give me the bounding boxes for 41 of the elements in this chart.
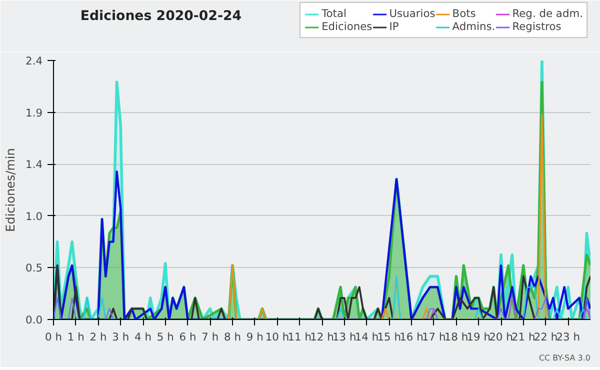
chart-title: Ediciones 2020-02-24 bbox=[80, 8, 242, 24]
y-tick-label: 0.0 bbox=[26, 314, 43, 326]
x-tick-label: 9 h bbox=[246, 330, 264, 344]
legend-label: Bots bbox=[452, 7, 476, 20]
legend-label: Admins. bbox=[452, 20, 496, 33]
legend-label: Reg. de adm. bbox=[512, 7, 583, 20]
x-tick-label: 3 h bbox=[112, 330, 130, 344]
x-tick-label: 13 h bbox=[332, 330, 356, 344]
x-tick-label: 6 h bbox=[179, 330, 196, 344]
x-tick-label: 15 h bbox=[377, 330, 401, 344]
x-tick-label: 23 h bbox=[556, 330, 580, 344]
y-axis-title: Ediciones/min bbox=[4, 148, 18, 232]
legend-label: Ediciones bbox=[322, 20, 372, 33]
legend-label: IP bbox=[389, 20, 400, 33]
x-tick-label: 18 h bbox=[444, 330, 468, 344]
x-tick-label: 5 h bbox=[156, 330, 174, 344]
x-tick-label: 17 h bbox=[422, 330, 446, 344]
x-tick-label: 8 h bbox=[224, 330, 241, 344]
x-tick-label: 22 h bbox=[534, 330, 558, 344]
x-tick-label: 4 h bbox=[134, 330, 152, 344]
x-tick-label: 2 h bbox=[90, 330, 107, 344]
x-tick-label: 19 h bbox=[466, 330, 490, 344]
x-tick-label: 14 h bbox=[354, 330, 379, 344]
y-tick-label: 1.9 bbox=[26, 106, 43, 120]
x-tick-label: 21 h bbox=[512, 330, 536, 344]
legend-label: Usuarios bbox=[389, 7, 436, 20]
x-tick-label: 16 h bbox=[400, 330, 424, 344]
x-tick-label: 1 h bbox=[67, 330, 84, 344]
y-tick-label: 1.0 bbox=[26, 210, 43, 223]
text: CC BY-SA 3.0 bbox=[538, 354, 591, 362]
y-tick-label: 1.4 bbox=[26, 158, 43, 172]
legend-label: Total bbox=[322, 7, 346, 20]
x-tick-label: 7 h bbox=[202, 330, 219, 344]
x-tick-label: 10 h bbox=[265, 330, 290, 344]
x-tick-label: 11 h bbox=[288, 330, 312, 344]
x-tick-label: 20 h bbox=[489, 330, 513, 344]
x-tick-label: 0 h bbox=[45, 330, 62, 344]
legend-label: Registros bbox=[512, 20, 562, 33]
y-tick-label: 0.5 bbox=[26, 262, 43, 275]
x-tick-label: 12 h bbox=[310, 330, 334, 344]
y-tick-label: 2.4 bbox=[26, 54, 43, 68]
